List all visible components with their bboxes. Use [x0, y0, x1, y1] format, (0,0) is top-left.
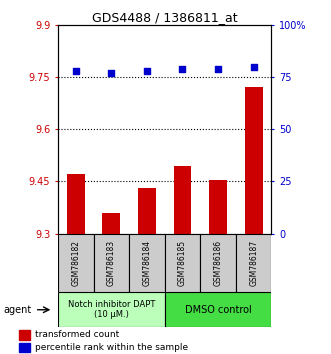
Bar — [173, 166, 191, 234]
Bar — [209, 180, 227, 234]
Text: GSM786183: GSM786183 — [107, 240, 116, 286]
Text: GSM786184: GSM786184 — [142, 240, 151, 286]
Point — [144, 68, 150, 74]
Bar — [67, 175, 85, 234]
Text: Notch inhibitor DAPT
(10 μM.): Notch inhibitor DAPT (10 μM.) — [68, 300, 155, 319]
Bar — [138, 188, 156, 234]
Bar — [165, 234, 200, 292]
Text: GSM786182: GSM786182 — [71, 240, 80, 286]
Bar — [236, 234, 271, 292]
Bar — [129, 234, 165, 292]
Text: agent: agent — [3, 305, 31, 315]
Bar — [165, 292, 271, 327]
Point — [180, 66, 185, 72]
Point — [109, 70, 114, 76]
Point — [215, 66, 221, 72]
Point — [73, 68, 78, 74]
Text: DMSO control: DMSO control — [185, 305, 252, 315]
Bar — [200, 234, 236, 292]
Text: GSM786186: GSM786186 — [213, 240, 222, 286]
Bar — [58, 292, 165, 327]
Text: transformed count: transformed count — [35, 330, 119, 339]
Bar — [58, 234, 93, 292]
Bar — [93, 234, 129, 292]
Text: GSM786187: GSM786187 — [249, 240, 258, 286]
Text: percentile rank within the sample: percentile rank within the sample — [35, 343, 188, 352]
Point — [251, 64, 256, 69]
Bar — [20, 330, 30, 339]
Title: GDS4488 / 1386811_at: GDS4488 / 1386811_at — [92, 11, 237, 24]
Text: GSM786185: GSM786185 — [178, 240, 187, 286]
Bar — [245, 87, 262, 234]
Bar — [102, 213, 120, 234]
Bar — [20, 343, 30, 352]
